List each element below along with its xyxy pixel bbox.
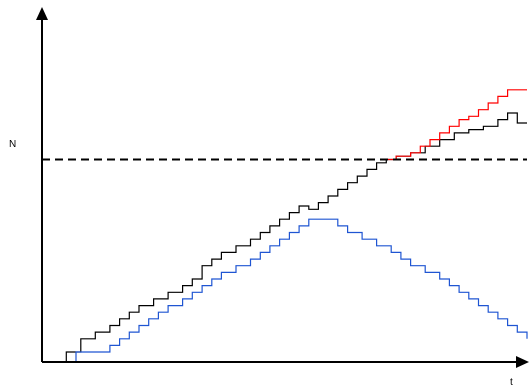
y-axis-arrow-icon [36,7,48,20]
series-line-0 [42,112,527,363]
series-line-1 [386,89,527,161]
series-layer [42,89,528,363]
series-line-2 [42,218,528,363]
x-axis-arrow-icon [516,356,529,368]
x-axis-label: t [510,377,513,388]
y-axis-label: N [9,139,16,150]
